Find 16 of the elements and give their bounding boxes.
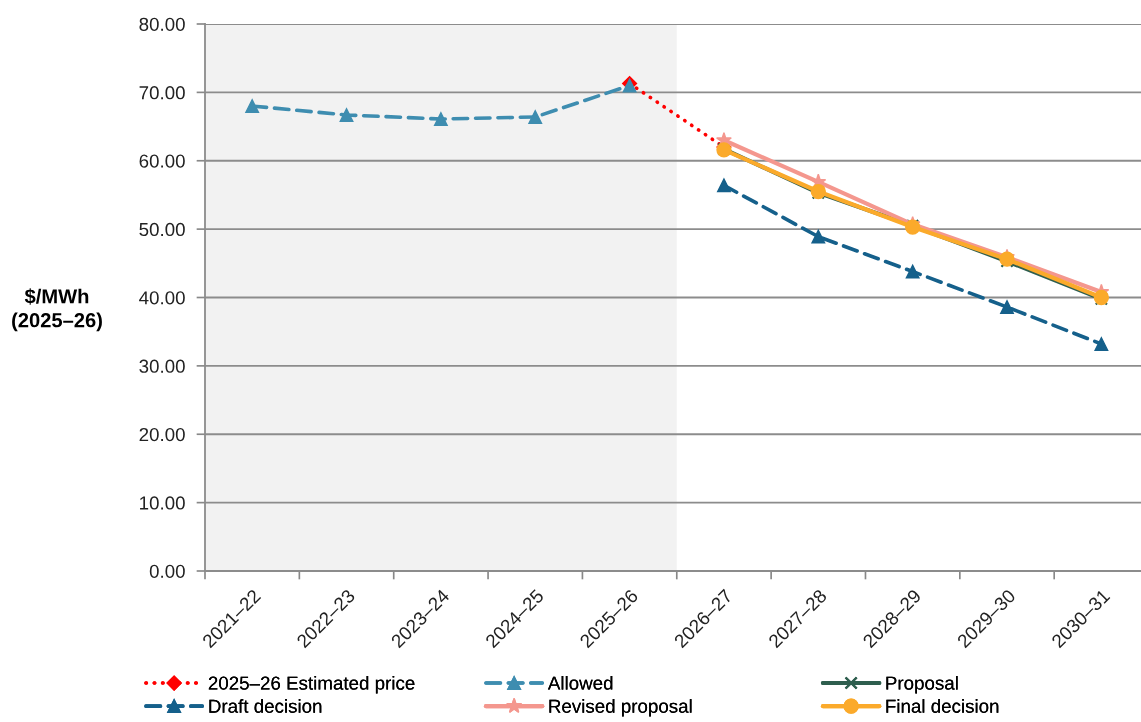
legend-label: Revised proposal (549, 699, 692, 717)
legend-label: Final decision (886, 699, 999, 713)
y-tick-label: 50.00 (139, 222, 185, 237)
y-axis-title: $/MWh (2025–26) (12, 288, 102, 332)
y-tick-label: 70.00 (139, 86, 185, 100)
y-tick-label: 60.00 (139, 154, 185, 168)
y-tick-label: 30.00 (139, 359, 185, 373)
y-tick-label: 10.00 (140, 496, 185, 510)
y-tick-label: 20.00 (139, 427, 185, 442)
y-tick-label: 80.00 (139, 17, 185, 31)
y-tick-label: 40.00 (139, 291, 185, 305)
y-tick-label: 0.00 (149, 564, 185, 578)
legend-label: Allowed (547, 676, 613, 690)
legend-label: Proposal (886, 676, 958, 694)
legend-label: Draft decision (209, 699, 322, 713)
legend-label: 2025–26 Estimated price (208, 676, 415, 694)
